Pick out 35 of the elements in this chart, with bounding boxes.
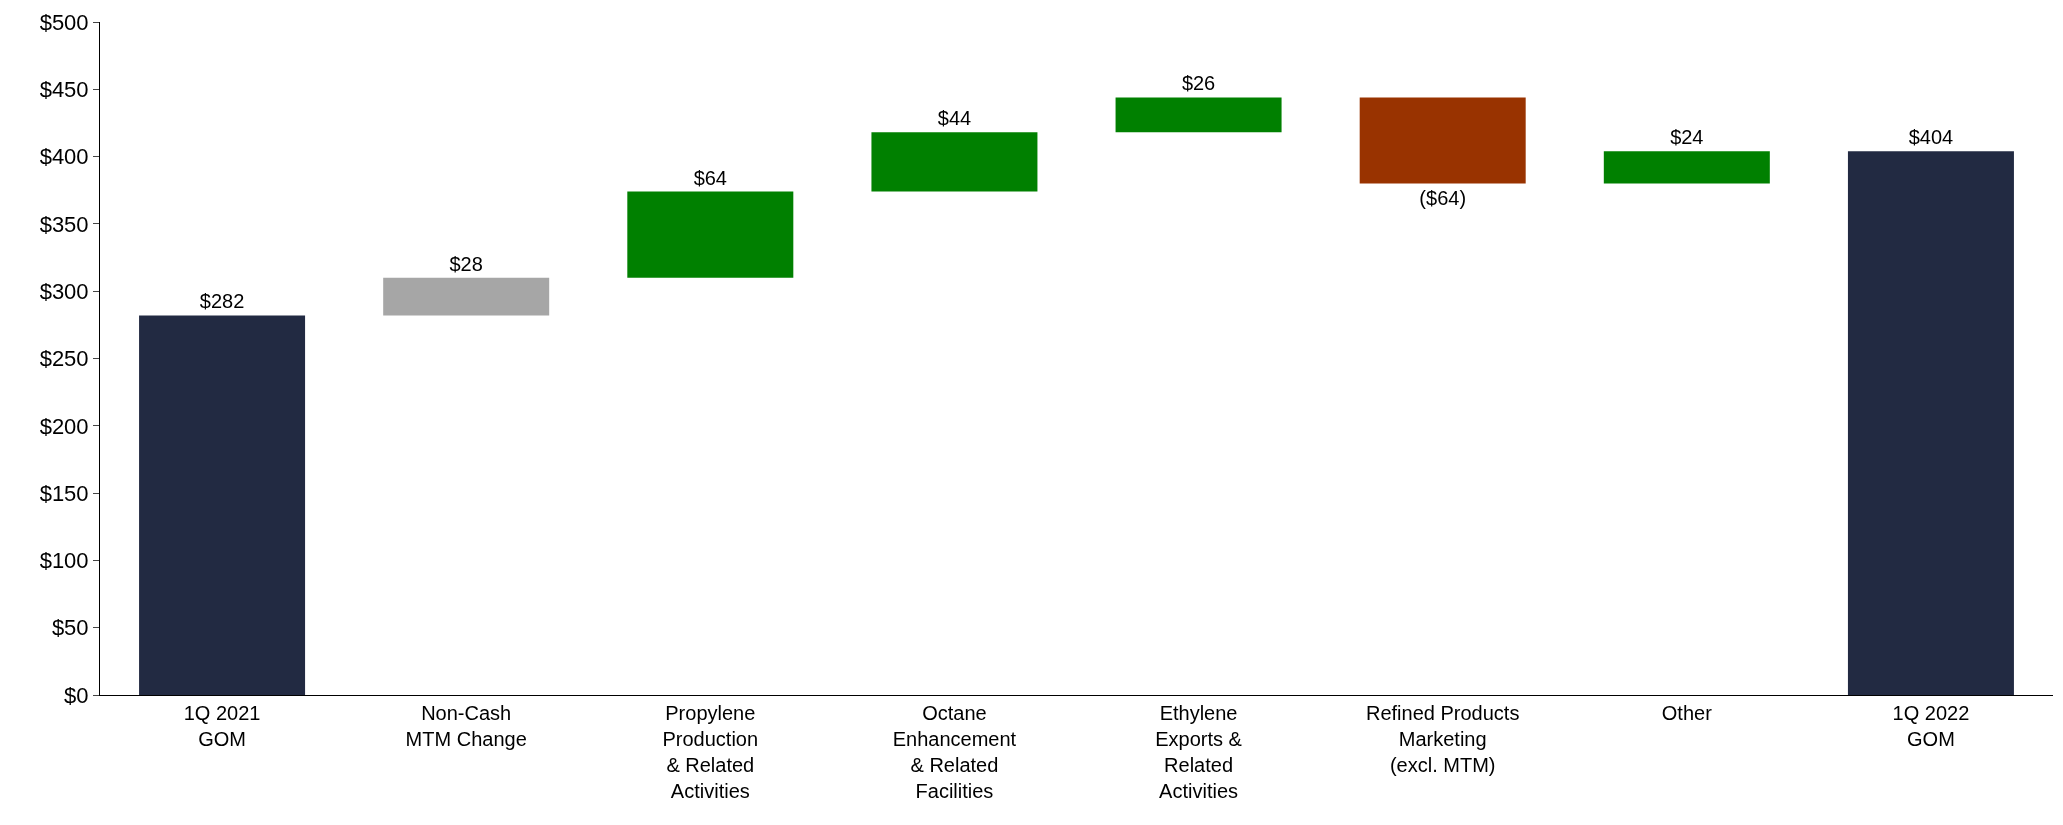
bar	[627, 191, 794, 278]
x-tick-label: Propylene Production & Related Activities	[662, 702, 759, 802]
bar	[1603, 151, 1770, 184]
y-tick-label: $500	[39, 9, 89, 35]
y-tick-label: $300	[39, 278, 89, 304]
data-label: ($64)	[1419, 186, 1467, 209]
bar	[871, 132, 1038, 192]
y-tick-label: $0	[64, 682, 89, 708]
y-tick-label: $100	[39, 548, 89, 574]
y-tick-label: $350	[39, 211, 89, 237]
y-tick-label: $200	[39, 413, 89, 439]
x-tick-label: Refined Products Marketing (excl. MTM)	[1365, 702, 1520, 776]
y-tick-label: $50	[51, 615, 89, 641]
bar	[1115, 97, 1282, 133]
x-tick-label: 1Q 2022 GOM	[1892, 702, 1970, 750]
x-tick-label: Other	[1661, 702, 1713, 724]
y-tick-label: $250	[39, 346, 89, 372]
data-label: $26	[1181, 72, 1216, 95]
bar	[383, 277, 550, 316]
data-label: $28	[449, 252, 483, 275]
x-tick-label: Octane Enhancement & Related Facilities	[892, 702, 1017, 802]
x-tick-label: Non-Cash MTM Change	[405, 702, 527, 750]
data-label: $64	[693, 166, 727, 189]
data-label: $404	[1908, 126, 1954, 149]
bar	[1359, 97, 1526, 184]
x-tick-label: 1Q 2021 GOM	[183, 702, 261, 750]
data-label: $44	[937, 107, 972, 130]
y-tick-label: $150	[39, 480, 89, 506]
x-tick-label: Ethylene Exports & Related Activities	[1155, 702, 1243, 802]
bar	[139, 315, 306, 695]
data-label: $24	[1670, 126, 1704, 149]
y-tick-label: $400	[39, 144, 89, 170]
bar	[1847, 151, 2014, 695]
y-tick-label: $450	[39, 77, 89, 102]
data-label: $282	[199, 290, 245, 313]
